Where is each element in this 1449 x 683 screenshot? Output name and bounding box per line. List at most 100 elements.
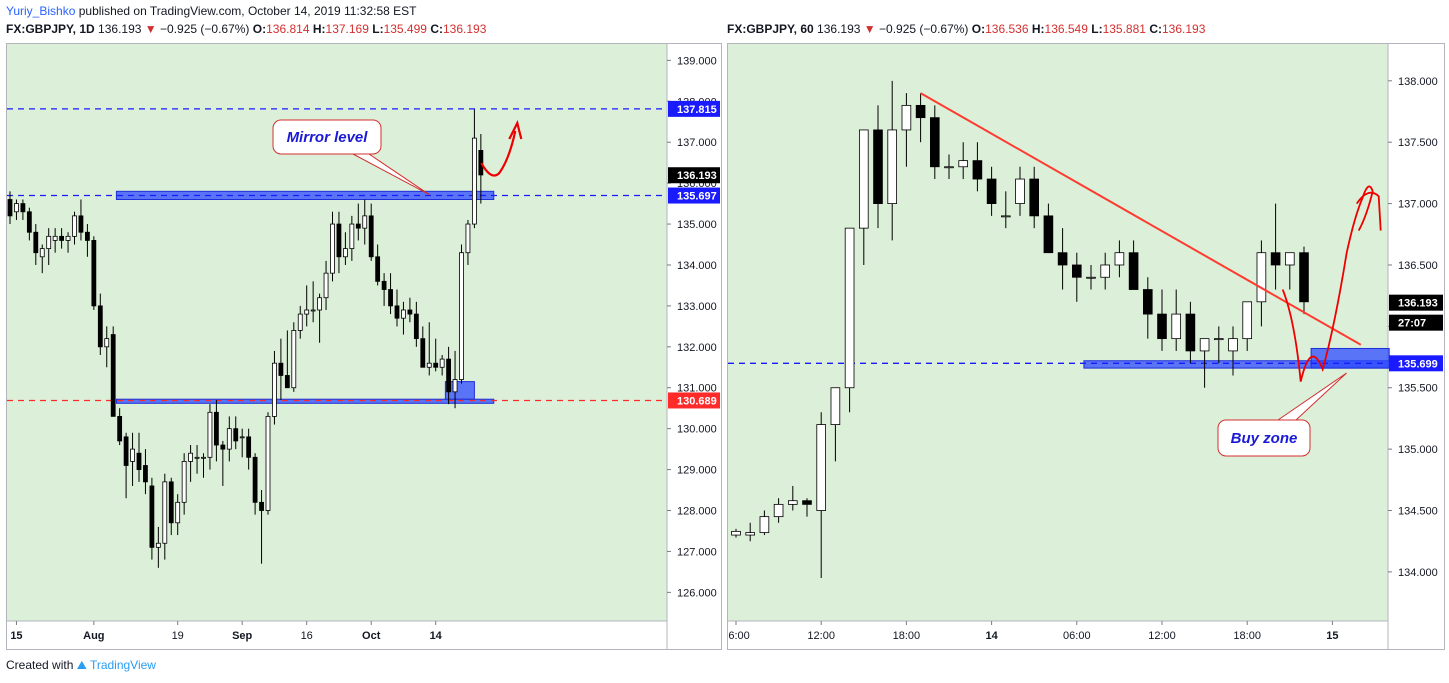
bull-candle <box>759 516 770 534</box>
bear-candle <box>478 149 484 176</box>
bull-candle <box>349 223 355 250</box>
x-tick-label: 16 <box>301 630 313 642</box>
right-symbol[interactable]: FX:GBPJPY, 60 <box>727 22 814 36</box>
right-chart-svg[interactable]: 134.000134.500135.000135.500136.000136.5… <box>728 44 1444 649</box>
bear-candle <box>420 338 426 368</box>
bear-candle <box>873 129 883 204</box>
left-c-label: C: <box>430 22 443 36</box>
bull-candle <box>265 415 271 511</box>
bear-candle <box>59 235 64 241</box>
bear-candle <box>136 452 142 470</box>
right-o-label: O: <box>971 22 986 36</box>
left-high: 137.169 <box>325 22 369 36</box>
bull-candle <box>439 358 445 368</box>
y-tick-label: 134.500 <box>1398 506 1438 518</box>
bull-candle <box>175 501 181 524</box>
support-price-tag <box>1389 355 1443 372</box>
y-tick-label: 135.000 <box>677 219 717 231</box>
bull-candle <box>310 309 316 312</box>
right-high: 136.549 <box>1044 22 1088 36</box>
zone-rectangle <box>115 398 495 404</box>
bear-candle <box>143 465 148 483</box>
buy-zone-annotation: Buy zone <box>1231 430 1298 447</box>
bull-candle <box>343 248 348 258</box>
bull-candle <box>1284 252 1295 266</box>
bear-candle <box>1043 215 1054 254</box>
bear-candle <box>33 231 39 254</box>
left-low: 135.499 <box>383 22 427 36</box>
bear-candle <box>413 313 419 340</box>
bear-candle <box>278 362 284 376</box>
bull-candle <box>1100 264 1111 278</box>
right-open: 136.536 <box>985 22 1029 36</box>
x-tick-label: 12:00 <box>807 630 835 642</box>
y-tick-label: 137.500 <box>1398 137 1438 149</box>
footer: Created with ⛰ TradingView <box>6 658 156 673</box>
y-tick-label: 134.000 <box>1398 567 1438 579</box>
left-symbol[interactable]: FX:GBPJPY, 1D <box>6 22 95 36</box>
bear-candle <box>336 223 342 258</box>
right-l-label: L: <box>1091 22 1103 36</box>
bull-candle <box>155 542 161 548</box>
bull-candle <box>1228 338 1238 352</box>
zone-rectangle <box>1310 347 1390 369</box>
bear-candle <box>972 160 983 180</box>
bear-candle <box>252 456 258 503</box>
x-tick-label: 14 <box>430 630 443 642</box>
right-low: 135.881 <box>1102 22 1146 36</box>
y-tick-label: 137.000 <box>1398 199 1438 211</box>
bear-candle <box>20 203 26 213</box>
bull-candle <box>72 215 77 237</box>
support-price-label: 130.689 <box>677 395 717 407</box>
bear-candle <box>375 256 381 282</box>
tradingview-logo-icon[interactable]: ⛰ <box>76 658 87 672</box>
bear-candle <box>433 362 439 368</box>
bear-candle <box>802 500 812 505</box>
y-tick-label: 137.000 <box>677 137 717 149</box>
left-chart-panel[interactable]: 126.000 127.000 128.000 129.000 130.000 131.0… <box>6 43 722 650</box>
callout-box <box>272 119 382 155</box>
publish-info: published on TradingView.com, October 14… <box>78 4 417 18</box>
bull-candle <box>52 235 58 241</box>
y-tick-label: 139.000 <box>677 55 717 67</box>
bull-candle <box>317 297 322 311</box>
bear-candle <box>1270 252 1281 266</box>
bear-candle <box>355 223 361 229</box>
bull-candle <box>745 532 756 536</box>
tradingview-brand[interactable]: TradingView <box>89 658 156 672</box>
bull-candle <box>1000 215 1011 218</box>
support-price-tag <box>668 392 720 409</box>
created-with-text: Created with <box>6 658 74 672</box>
x-tick-label: Aug <box>83 630 104 642</box>
bull-candle <box>130 448 135 462</box>
bull-candle <box>323 272 329 299</box>
publish-header: Yuriy_Bishko published on TradingView.co… <box>6 4 417 18</box>
right-chart-panel[interactable]: 134.000134.500135.000135.500136.000136.5… <box>727 43 1445 650</box>
bear-candle <box>1299 252 1309 303</box>
bull-candle <box>844 227 855 389</box>
price-axis-area <box>667 44 721 649</box>
y-tick-label: 129.000 <box>677 465 717 477</box>
left-l-label: L: <box>372 22 384 36</box>
zone-rectangle <box>444 381 475 400</box>
y-tick-label: 131.000 <box>677 383 717 395</box>
resistance-price-tag <box>668 187 720 204</box>
last-price-tag <box>1389 294 1443 311</box>
y-tick-label: 133.000 <box>677 301 717 313</box>
bear-candle <box>1142 289 1153 315</box>
y-tick-label: 138.000 <box>1398 76 1438 88</box>
left-open: 136.814 <box>266 22 310 36</box>
bull-candle <box>1256 252 1267 303</box>
bull-candle <box>816 424 827 511</box>
author-link[interactable]: Yuriy_Bishko <box>6 4 76 18</box>
left-chart-svg[interactable]: 126.000 127.000 128.000 129.000 130.000 131.0… <box>7 44 721 649</box>
bull-candle <box>207 411 213 458</box>
left-o-label: O: <box>252 22 267 36</box>
bull-candle <box>401 309 406 319</box>
x-tick-label: Oct <box>362 630 381 642</box>
bear-candle <box>7 199 13 217</box>
bull-candle <box>426 362 432 368</box>
bull-candle <box>1114 252 1125 266</box>
y-tick-label: 127.000 <box>677 546 717 558</box>
bull-candle <box>201 456 206 459</box>
